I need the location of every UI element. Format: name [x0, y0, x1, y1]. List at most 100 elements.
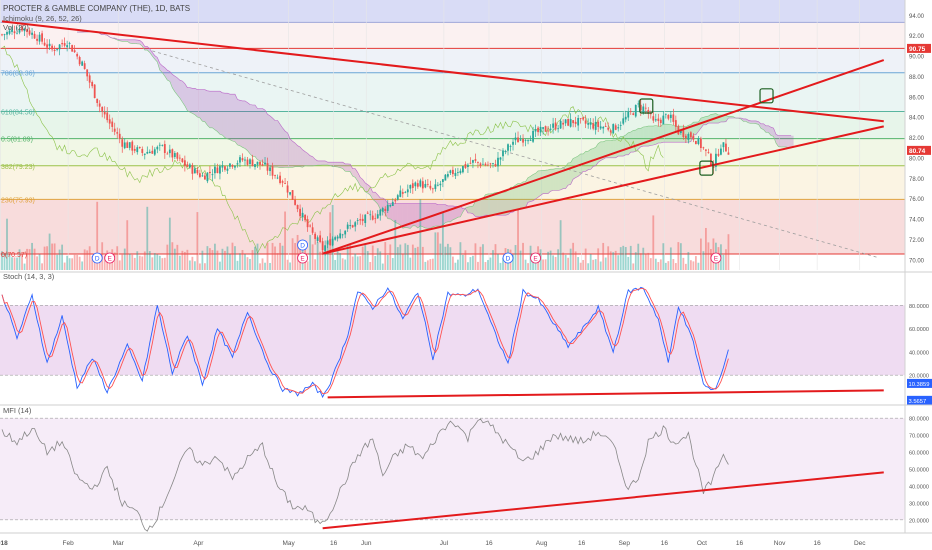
- candle-body: [446, 174, 449, 177]
- candle-body: [642, 106, 645, 113]
- candle-body: [619, 125, 622, 126]
- ichimoku-cloud-segment: [665, 124, 669, 143]
- event-marker-circle[interactable]: [104, 252, 116, 264]
- candle-body: [542, 127, 544, 129]
- volume-bar: [722, 254, 725, 270]
- price-trendline[interactable]: [322, 125, 884, 255]
- mfi-panel[interactable]: MFI (14): [0, 406, 905, 532]
- candle-body: [31, 32, 33, 35]
- price-tick-label: 86.00: [909, 95, 925, 101]
- event-marker-label[interactable]: D: [300, 243, 305, 250]
- price-trendline[interactable]: [322, 59, 885, 255]
- mfi-legend[interactable]: MFI (14): [3, 406, 32, 415]
- event-marker-circle[interactable]: [530, 252, 541, 264]
- ichimoku-cloud-segment: [172, 74, 175, 92]
- candle-body: [126, 142, 129, 148]
- volume-bar: [449, 247, 452, 270]
- volume-bar: [8, 254, 11, 270]
- event-marker-circle[interactable]: [710, 252, 722, 264]
- ichimoku-cloud-segment: [525, 177, 529, 208]
- event-marker-circle[interactable]: [91, 252, 103, 264]
- ichimoku-cloud-segment: [583, 151, 586, 172]
- ichimoku-cloud-segment: [270, 115, 273, 168]
- ichimoku-cloud-segment: [585, 151, 589, 172]
- candle-body: [241, 158, 244, 161]
- candle-body: [639, 104, 642, 111]
- mfi-trendline-line[interactable]: [322, 471, 884, 530]
- candle-body: [116, 132, 119, 134]
- volume-legend[interactable]: Vol (20): [3, 23, 29, 32]
- volume-bar: [477, 261, 479, 270]
- price-tick-label: 76.00: [909, 197, 925, 203]
- fib-label: 786(88.36): [1, 71, 35, 78]
- dividend-earnings-markers[interactable]: D EDE D E E: [91, 239, 722, 264]
- ichimoku-cloud-segment: [229, 94, 233, 142]
- candle-body: [204, 175, 206, 180]
- event-marker-label[interactable]: E: [108, 256, 113, 263]
- ichimoku-cloud-segment: [593, 147, 596, 167]
- candle-body: [509, 146, 512, 147]
- volume-bar: [181, 250, 184, 270]
- volume-bar: [519, 250, 522, 270]
- candle-body: [271, 166, 274, 176]
- event-marker-circle[interactable]: [502, 252, 514, 264]
- price-trendlines[interactable]: [1, 20, 885, 255]
- candle-body: [224, 166, 226, 170]
- mfi-trendline[interactable]: [322, 471, 884, 530]
- candle-body: [351, 225, 354, 228]
- price-scale[interactable]: 70.00 72.00 74.00 76.00 78.00 80.00 82.00 84.00…: [906, 0, 932, 533]
- volume-bar: [68, 258, 71, 270]
- event-marker-label[interactable]: E: [300, 256, 305, 263]
- volume-bar: [103, 255, 106, 270]
- candle-body: [23, 28, 26, 32]
- ichimoku-cloud-segment: [605, 140, 609, 158]
- candle-body: [156, 146, 159, 150]
- event-marker-label[interactable]: D: [95, 256, 100, 263]
- event-marker-label[interactable]: D: [506, 256, 511, 263]
- candle-body: [221, 165, 224, 168]
- event-marker-circle[interactable]: [297, 239, 309, 251]
- price-trendline[interactable]: [1, 20, 884, 123]
- ichimoku-legend[interactable]: Ichimoku (9, 26, 52, 26): [3, 14, 82, 23]
- event-marker-label[interactable]: E: [714, 256, 719, 263]
- volume-bar: [251, 250, 254, 270]
- event-marker-circle[interactable]: [297, 252, 309, 264]
- ichimoku-cloud-segment: [347, 163, 351, 172]
- candle-body: [3, 34, 6, 36]
- candle-body: [108, 119, 111, 124]
- price-panel[interactable]: 786(88.36) 618(84.56) 0.5(81.89) 382(79.23)…: [0, 0, 932, 270]
- stochastic-trendline-line[interactable]: [327, 389, 884, 399]
- volume-bar: [637, 243, 640, 270]
- panel-separators[interactable]: [0, 0, 932, 534]
- stochastic-legend[interactable]: Stoch (14, 3, 3): [3, 272, 55, 281]
- volume-bar: [549, 250, 552, 270]
- ichimoku-cloud-segment: [560, 167, 564, 190]
- volume-bar: [684, 263, 687, 270]
- volume-bar: [234, 246, 236, 270]
- candle-body: [449, 170, 452, 174]
- candle-body: [539, 126, 542, 133]
- volume-bar: [58, 249, 61, 270]
- candle-body: [569, 118, 572, 127]
- ichimoku-cloud-segment: [788, 135, 792, 148]
- ichimoku-cloud-segment: [169, 71, 173, 88]
- time-tick-label: Dec: [854, 540, 866, 547]
- volume-bar: [339, 253, 342, 270]
- volume-bar: [216, 250, 219, 270]
- volume-bar: [23, 263, 26, 270]
- time-scale[interactable]: 2018 Feb Mar Apr May 16 Jun Jul 16 Aug 16 Sep 16 Oct 1…: [0, 534, 932, 550]
- ichimoku-cloud-segment: [137, 40, 140, 45]
- volume-bar: [289, 262, 291, 270]
- volume-bar: [672, 259, 675, 270]
- candle-body: [574, 121, 577, 124]
- candle-body: [391, 201, 394, 206]
- volume-bar: [426, 260, 429, 270]
- stochastic-trendline[interactable]: [327, 389, 884, 399]
- candle-body: [193, 168, 196, 174]
- event-marker-label[interactable]: E: [533, 256, 538, 263]
- candle-body: [13, 31, 16, 34]
- stochastic-panel[interactable]: Stoch (14, 3, 3): [0, 272, 905, 399]
- time-tick-label: Nov: [774, 540, 786, 547]
- price-tick-label: 72.00: [909, 238, 925, 244]
